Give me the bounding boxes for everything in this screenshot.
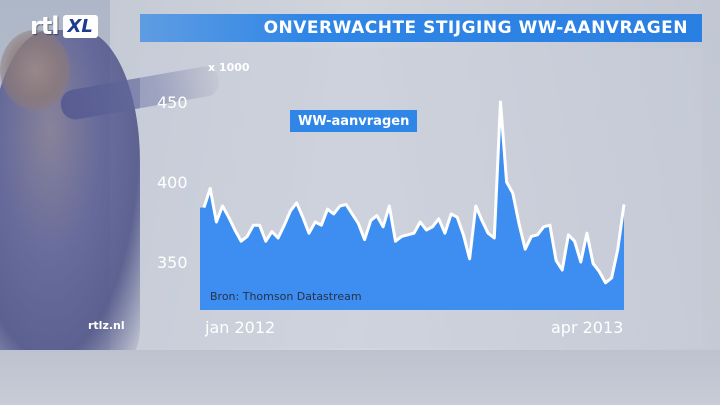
x-start-label: jan 2012 — [205, 318, 276, 337]
series-area-ww-aanvragen — [200, 102, 624, 310]
chart-title: ONVERWACHTE STIJGING WW-AANVRAGEN — [263, 18, 688, 38]
background-floor — [0, 350, 720, 405]
y-tick-label-400: 400 — [157, 173, 188, 192]
y-tick-label-350: 350 — [157, 253, 188, 272]
legend-label: WW-aanvragen — [298, 113, 410, 129]
logo-xl: XL — [62, 14, 98, 38]
y-tick-label-450: 450 — [157, 93, 188, 112]
x-end-label: apr 2013 — [551, 318, 624, 337]
series-line-ww-aanvragen — [202, 100, 626, 285]
site-watermark: rtlz.nl — [88, 319, 125, 332]
source-note: Bron: Thomson Datastream — [210, 290, 362, 303]
legend-entry-ww-aanvragen: WW-aanvragen — [290, 110, 418, 132]
title-bar: ONVERWACHTE STIJGING WW-AANVRAGEN — [140, 14, 702, 42]
logo-rtl: rtl — [30, 12, 60, 40]
channel-logo: rtl XL — [30, 11, 98, 41]
background-person-head — [0, 30, 70, 110]
unit-label: x 1000 — [208, 61, 250, 74]
